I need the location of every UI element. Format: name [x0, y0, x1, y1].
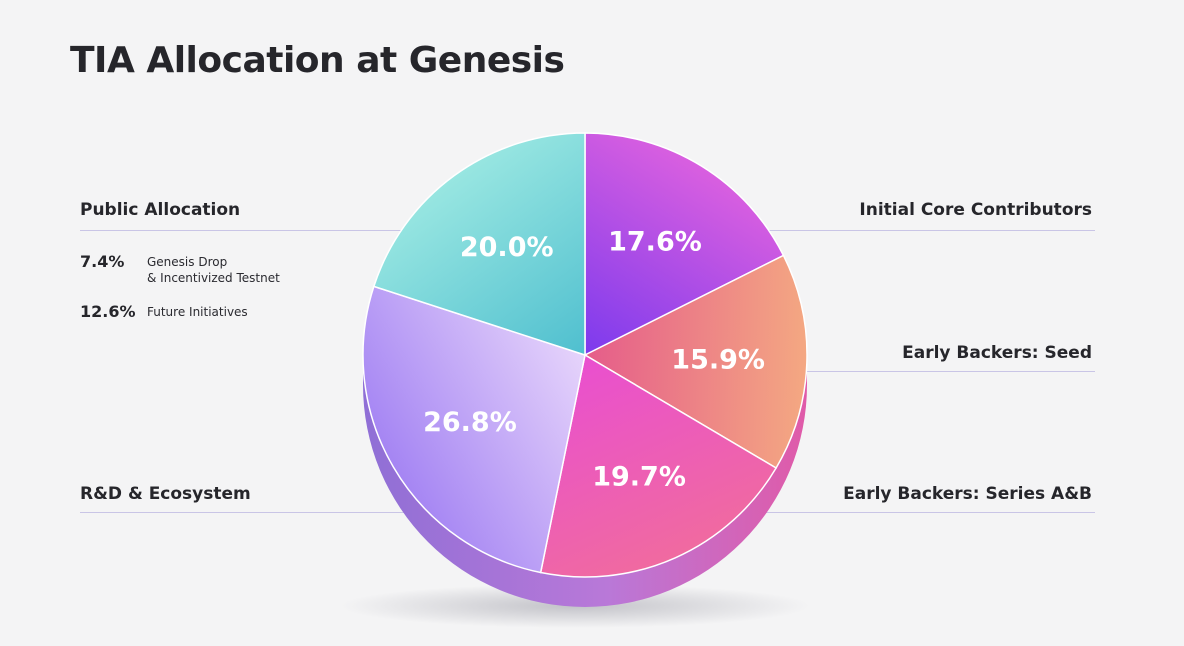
pie-slice-label-4: 20.0%: [460, 232, 554, 263]
public-breakdown-future: 12.6% Future Initiatives: [80, 302, 248, 321]
legend-rnd: R&D & Ecosystem: [80, 484, 251, 504]
pie-slice-label-1: 15.9%: [671, 345, 765, 376]
pie-slice-r-d-ecosystem: [362, 285, 586, 574]
public-breakdown-genesis-desc: Genesis Drop & Incentivized Testnet: [147, 255, 280, 285]
pie-slice-public-allocation: [372, 132, 586, 357]
legend-line-rnd: [80, 512, 432, 513]
public-breakdown-future-value: 12.6%: [80, 302, 136, 321]
legend-line-series-ab: [740, 512, 1095, 513]
pie-slice-label-0: 17.6%: [608, 227, 702, 258]
page-title: TIA Allocation at Genesis: [70, 40, 565, 81]
pie-slice-early-backers-seed: [583, 254, 808, 470]
legend-seed: Early Backers: Seed: [902, 343, 1092, 363]
legend-line-initial-core: [765, 230, 1095, 231]
legend-public-allocation: Public Allocation: [80, 200, 241, 220]
pie-slice-label-3: 26.8%: [423, 407, 517, 438]
public-breakdown-genesis: 7.4% Genesis Drop & Incentivized Testnet: [80, 252, 280, 286]
pie-slices: [362, 132, 808, 578]
legend-line-seed: [805, 371, 1095, 372]
legend-line-public: [80, 230, 408, 231]
pie-slice-label-2: 19.7%: [592, 462, 686, 493]
legend-initial-core: Initial Core Contributors: [859, 200, 1092, 220]
public-breakdown-genesis-value: 7.4%: [80, 252, 125, 271]
legend-series-ab: Early Backers: Series A&B: [843, 484, 1092, 504]
pie-slice-initial-core-contributors: [584, 132, 785, 357]
pie-labels: 17.6% 15.9% 19.7% 26.8% 20.0%: [423, 227, 765, 493]
pie-slice-early-backers-series-a-b: [539, 353, 778, 578]
public-breakdown-future-desc: Future Initiatives: [147, 305, 248, 319]
